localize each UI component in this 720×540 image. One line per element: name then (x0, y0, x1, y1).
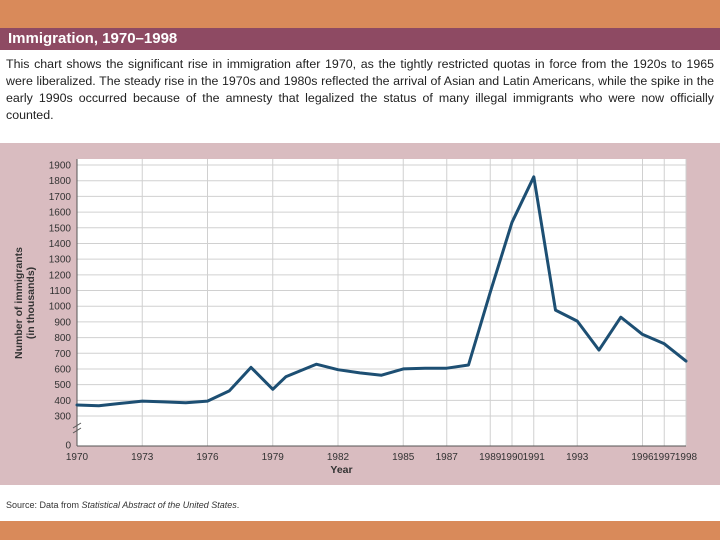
chart-caption: This chart shows the significant rise in… (6, 57, 714, 122)
plot-background (77, 159, 686, 446)
x-tick-label: 1997 (653, 452, 676, 463)
top-accent-band (0, 0, 720, 28)
y-tick-label: 1100 (49, 286, 71, 297)
bottom-accent-band (0, 521, 720, 540)
title-bar: Immigration, 1970–1998 (0, 28, 720, 50)
y-tick-label: 1600 (49, 208, 72, 219)
source-note: Source: Data from Statistical Abstract o… (6, 500, 239, 510)
y-tick-label: 400 (54, 396, 71, 407)
y-tick-label: 1900 (49, 161, 72, 172)
x-tick-label: 1985 (392, 452, 415, 463)
y-tick-label: 1700 (49, 192, 72, 203)
x-tick-label: 1998 (675, 452, 698, 463)
x-tick-label: 1982 (327, 452, 350, 463)
y-tick-label: 1300 (49, 255, 72, 266)
x-tick-label: 1970 (66, 452, 89, 463)
x-tick-label: 1973 (131, 452, 154, 463)
y-tick-label: 1500 (49, 223, 72, 234)
x-tick-label: 1989 (479, 452, 502, 463)
chart-title: Immigration, 1970–1998 (8, 30, 178, 47)
source-prefix: Source: Data from (6, 500, 82, 510)
y-tick-label: 1200 (49, 270, 72, 281)
axis-break-mark (72, 427, 82, 434)
x-tick-label: 1990 (501, 452, 524, 463)
axis-break-mark (72, 422, 82, 429)
y-tick-label: 800 (54, 333, 71, 344)
line-chart: 0 300 400 500 600 700 800 900 1000 1100 1200 1300 14… (13, 159, 698, 476)
x-tick-label: 1987 (436, 452, 459, 463)
y-tick-label: 500 (54, 380, 71, 391)
y-axis-title: Number of immigrants(in thousands) (13, 247, 37, 359)
x-tick-label: 1993 (566, 452, 589, 463)
y-tick-label: 1800 (49, 176, 72, 187)
x-tick-label: 1979 (262, 452, 285, 463)
y-tick-label: 300 (54, 412, 71, 423)
source-suffix: . (236, 500, 240, 510)
x-tick-label: 1976 (196, 452, 219, 463)
y-tick-label: 1000 (49, 302, 72, 313)
series-line-immigrants (75, 175, 688, 408)
y-tick-label: 700 (54, 349, 71, 360)
y-tick-label: 0 (65, 441, 71, 452)
y-tick-label: 900 (54, 317, 71, 328)
x-tick-label: 1991 (523, 452, 546, 463)
y-tick-label: 600 (54, 364, 71, 375)
x-tick-label: 1996 (631, 452, 654, 463)
y-tick-label: 1400 (49, 239, 72, 250)
source-title: Statistical Abstract of the United State… (81, 500, 237, 510)
x-axis-title: Year (330, 464, 352, 476)
